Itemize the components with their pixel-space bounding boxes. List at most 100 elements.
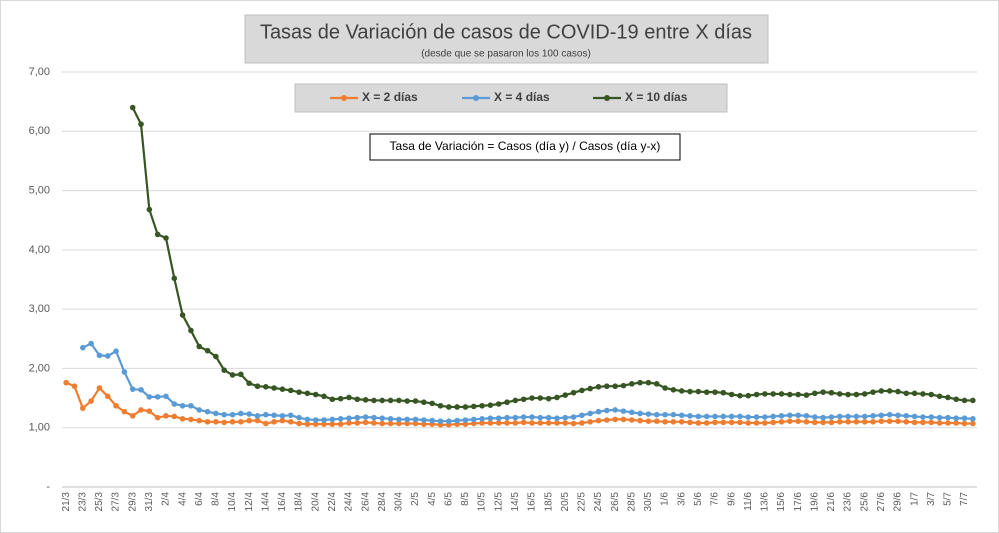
point — [346, 394, 352, 401]
point — [579, 387, 585, 394]
point — [79, 344, 86, 351]
point — [778, 418, 785, 425]
point — [762, 414, 768, 420]
point — [712, 413, 718, 420]
point — [628, 409, 635, 416]
point — [154, 414, 161, 421]
point — [196, 343, 203, 350]
point — [512, 420, 519, 426]
point — [853, 391, 860, 398]
point — [886, 418, 893, 424]
x-tick-label: 21/6 — [826, 492, 837, 512]
point — [903, 418, 910, 425]
point — [845, 413, 851, 420]
x-tick-label: 31/3 — [144, 492, 155, 512]
point — [104, 393, 111, 400]
point — [462, 421, 469, 427]
point — [545, 395, 552, 402]
point — [138, 121, 144, 127]
legend-label: X = 10 días — [625, 90, 688, 104]
point — [870, 413, 876, 419]
point — [312, 391, 319, 398]
point — [745, 420, 752, 426]
point — [362, 397, 369, 403]
point — [279, 413, 286, 419]
y-tick-label: - — [46, 481, 50, 493]
chart-title: Tasas de Variación de casos de COVID-19 … — [260, 21, 752, 43]
point — [229, 411, 236, 418]
point — [246, 380, 252, 387]
annotation: Tasa de Variación = Casos (día y) / Caso… — [390, 139, 661, 153]
point — [329, 421, 336, 427]
point — [903, 390, 910, 397]
point — [412, 420, 419, 427]
point — [196, 417, 203, 424]
point — [886, 388, 893, 394]
point — [895, 418, 901, 424]
point — [163, 235, 169, 241]
x-tick-label: 25/6 — [859, 492, 870, 512]
x-tick-label: 22/5 — [577, 492, 588, 512]
point — [504, 414, 510, 421]
point — [529, 414, 535, 420]
point — [637, 410, 643, 417]
x-tick-label: 10/5 — [477, 492, 488, 512]
point — [811, 390, 818, 397]
point — [737, 419, 743, 426]
point — [911, 413, 918, 420]
point — [662, 418, 668, 425]
point — [570, 420, 577, 427]
point — [154, 394, 161, 400]
point — [803, 413, 810, 419]
point — [895, 388, 901, 395]
point — [911, 419, 918, 426]
point — [687, 413, 693, 419]
point — [861, 413, 868, 420]
point — [670, 386, 677, 393]
point — [970, 397, 976, 404]
point — [454, 404, 460, 410]
point — [562, 420, 569, 426]
point — [146, 394, 153, 400]
point — [487, 415, 494, 422]
x-tick-label: 29/3 — [127, 492, 138, 512]
point — [329, 416, 336, 423]
point — [811, 414, 818, 420]
point — [429, 417, 435, 424]
point — [628, 381, 635, 387]
point — [287, 418, 294, 425]
x-tick-label: 24/5 — [593, 492, 604, 512]
point — [920, 391, 926, 397]
point — [163, 393, 169, 400]
point — [113, 348, 119, 355]
point — [595, 417, 602, 424]
point — [445, 418, 452, 424]
point — [362, 414, 369, 420]
x-tick-label: 12/4 — [244, 492, 255, 512]
x-tick-label: 20/5 — [560, 492, 571, 512]
point — [861, 418, 868, 425]
point — [204, 347, 211, 354]
point — [670, 411, 677, 418]
point — [479, 402, 485, 409]
legend-marker — [473, 95, 479, 101]
x-tick-label: 11/6 — [743, 492, 754, 511]
x-tick-label: 3/7 — [926, 492, 937, 506]
point — [254, 417, 261, 424]
point — [762, 391, 768, 397]
point — [221, 367, 228, 374]
point — [304, 421, 311, 427]
point — [188, 402, 194, 409]
point — [770, 419, 777, 426]
point — [387, 420, 394, 427]
x-tick-label: 27/6 — [876, 492, 887, 512]
point — [728, 391, 735, 398]
point — [712, 419, 718, 426]
point — [346, 415, 352, 422]
point — [703, 420, 710, 426]
point — [337, 421, 344, 427]
point — [787, 418, 793, 424]
point — [229, 418, 236, 425]
x-tick-label: 6/4 — [194, 492, 205, 506]
point — [379, 420, 386, 427]
